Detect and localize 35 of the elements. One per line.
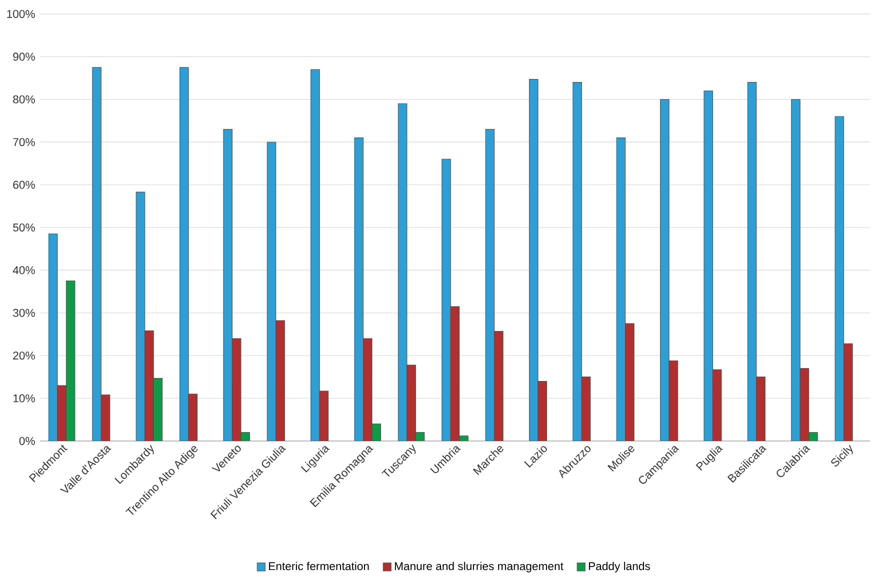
bar <box>450 306 460 441</box>
bar <box>232 338 242 441</box>
y-tick-label: 10% <box>13 394 35 402</box>
bar <box>494 330 504 441</box>
y-tick-label: 40% <box>12 266 35 274</box>
y-tick-label: 0% <box>19 436 35 445</box>
bar <box>100 394 110 441</box>
y-tick-label: 100% <box>7 10 35 18</box>
bar <box>844 343 853 441</box>
legend-label: Paddy lands <box>588 562 650 572</box>
y-tick-label: 70% <box>13 138 35 146</box>
bar <box>625 323 634 441</box>
bar <box>276 320 285 441</box>
y-tick-label: 20% <box>13 352 35 360</box>
bar <box>406 364 416 441</box>
bar <box>362 338 372 441</box>
bar <box>153 378 163 441</box>
y-tick-label: 80% <box>13 95 35 104</box>
bar <box>538 380 548 441</box>
bar <box>668 360 678 441</box>
bar <box>66 280 76 441</box>
bar <box>756 376 766 441</box>
bar <box>57 385 66 441</box>
bar <box>188 394 198 441</box>
y-tick-label: 50% <box>13 223 35 232</box>
y-tick-label: 30% <box>13 308 35 317</box>
y-tick-label: 90% <box>13 52 35 61</box>
legend-label: Manure and slurries management <box>394 562 564 572</box>
bar <box>712 369 722 441</box>
bar <box>581 376 591 441</box>
bar <box>144 330 154 441</box>
y-tick-label: 60% <box>13 180 35 189</box>
legend-label: Enteric fermentation <box>269 562 369 570</box>
bar <box>319 390 329 441</box>
bar <box>800 368 810 441</box>
